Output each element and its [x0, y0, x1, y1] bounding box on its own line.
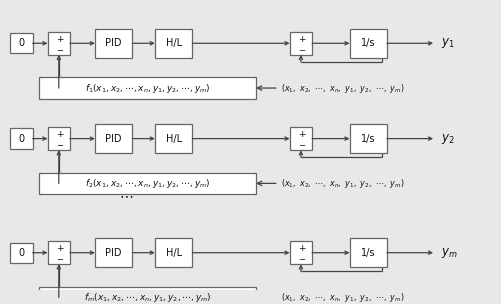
Text: $y_2$: $y_2$ [440, 132, 453, 146]
Text: PID: PID [105, 248, 122, 258]
FancyBboxPatch shape [95, 29, 132, 58]
FancyBboxPatch shape [48, 32, 70, 55]
Text: $f_m(x_1,x_2,\cdots,x_n,y_1,y_2,\cdots,y_m)$: $f_m(x_1,x_2,\cdots,x_n,y_1,y_2,\cdots,y… [83, 291, 211, 304]
Text: +: + [298, 35, 305, 43]
Text: $-$: $-$ [56, 139, 64, 148]
FancyBboxPatch shape [155, 29, 192, 58]
FancyBboxPatch shape [289, 241, 312, 264]
Text: $f_2(x_1,x_2,\cdots,x_n,y_1,y_2,\cdots,y_m)$: $f_2(x_1,x_2,\cdots,x_n,y_1,y_2,\cdots,y… [85, 177, 210, 190]
FancyBboxPatch shape [289, 32, 312, 55]
Text: $-$: $-$ [298, 44, 306, 53]
FancyBboxPatch shape [48, 127, 70, 150]
Text: $f_1(x_1,x_2,\cdots,x_n,y_1,y_2,\cdots,y_m)$: $f_1(x_1,x_2,\cdots,x_n,y_1,y_2,\cdots,y… [85, 81, 210, 95]
Text: $-$: $-$ [56, 44, 64, 53]
FancyBboxPatch shape [48, 241, 70, 264]
FancyBboxPatch shape [39, 173, 256, 194]
Text: 0: 0 [18, 133, 25, 143]
FancyBboxPatch shape [95, 124, 132, 153]
Text: $\cdots$: $\cdots$ [119, 189, 133, 203]
Text: $y_1$: $y_1$ [440, 36, 453, 50]
FancyBboxPatch shape [39, 77, 256, 99]
Text: $(x_1,\ x_2,\ \cdots,\ x_n,\ y_1,\ y_2,\ \cdots,\ y_m)$: $(x_1,\ x_2,\ \cdots,\ x_n,\ y_1,\ y_2,\… [281, 177, 404, 190]
Text: +: + [56, 130, 64, 139]
FancyBboxPatch shape [39, 287, 256, 304]
Text: +: + [56, 35, 64, 43]
FancyBboxPatch shape [10, 33, 33, 54]
FancyBboxPatch shape [289, 127, 312, 150]
Text: $y_m$: $y_m$ [440, 246, 456, 260]
FancyBboxPatch shape [349, 124, 386, 153]
Text: $(x_1,\ x_2,\ \cdots,\ x_n,\ y_1,\ y_2,\ \cdots,\ y_m)$: $(x_1,\ x_2,\ \cdots,\ x_n,\ y_1,\ y_2,\… [281, 291, 404, 304]
FancyBboxPatch shape [10, 129, 33, 149]
Text: 1/s: 1/s [360, 133, 375, 143]
FancyBboxPatch shape [155, 238, 192, 267]
Text: 1/s: 1/s [360, 248, 375, 258]
Text: H/L: H/L [165, 133, 181, 143]
Text: +: + [298, 130, 305, 139]
Text: $-$: $-$ [298, 139, 306, 148]
Text: +: + [56, 244, 64, 253]
Text: $(x_1,\ x_2,\ \cdots,\ x_n,\ y_1,\ y_2,\ \cdots,\ y_m)$: $(x_1,\ x_2,\ \cdots,\ x_n,\ y_1,\ y_2,\… [281, 81, 404, 95]
FancyBboxPatch shape [95, 238, 132, 267]
FancyBboxPatch shape [155, 124, 192, 153]
Text: $-$: $-$ [56, 253, 64, 262]
Text: H/L: H/L [165, 38, 181, 48]
Text: PID: PID [105, 38, 122, 48]
Text: 0: 0 [18, 38, 25, 48]
Text: 0: 0 [18, 248, 25, 258]
FancyBboxPatch shape [349, 29, 386, 58]
Text: H/L: H/L [165, 248, 181, 258]
Text: 1/s: 1/s [360, 38, 375, 48]
Text: $-$: $-$ [298, 253, 306, 262]
FancyBboxPatch shape [10, 243, 33, 263]
FancyBboxPatch shape [349, 238, 386, 267]
Text: PID: PID [105, 133, 122, 143]
Text: +: + [298, 244, 305, 253]
